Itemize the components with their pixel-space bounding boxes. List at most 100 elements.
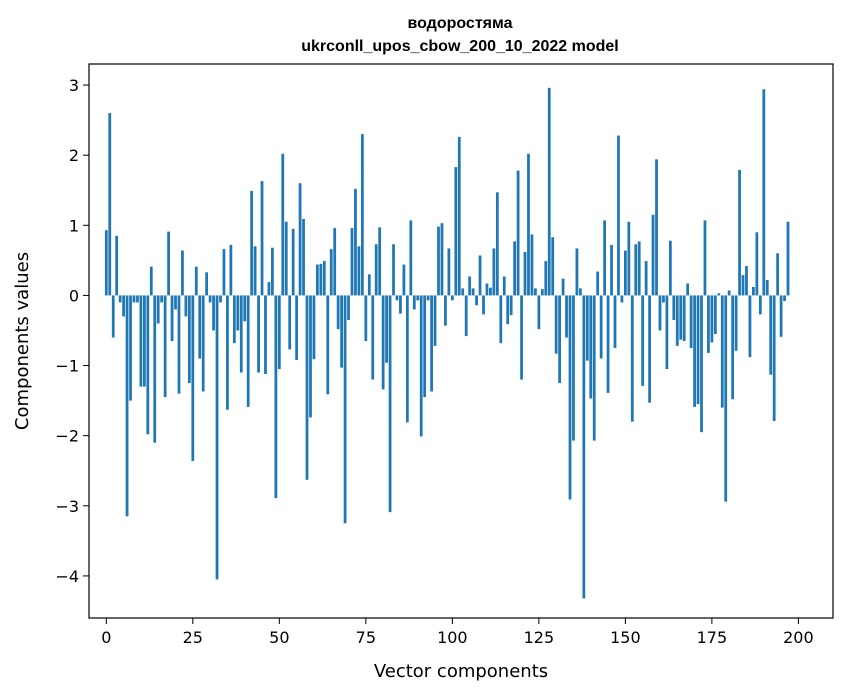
bar-46 xyxy=(264,295,267,374)
bar-11 xyxy=(142,295,146,387)
bar-162 xyxy=(665,295,669,370)
bar-113 xyxy=(495,192,499,296)
bar-23 xyxy=(184,295,188,317)
x-tick-label: 25 xyxy=(183,628,203,647)
plot-area-frame xyxy=(88,63,834,619)
bar-134 xyxy=(568,295,572,500)
bar-21 xyxy=(177,295,181,394)
bar-122 xyxy=(527,153,530,296)
bar-76 xyxy=(367,274,371,296)
bar-136 xyxy=(575,248,579,296)
y-tick-label: −3 xyxy=(55,497,79,516)
x-axis-label: Vector components xyxy=(374,661,548,682)
bar-163 xyxy=(668,240,672,296)
bar-131 xyxy=(558,295,562,384)
bar-111 xyxy=(489,287,492,296)
bar-60 xyxy=(312,295,316,360)
bar-96 xyxy=(437,226,440,296)
bar-61 xyxy=(316,264,319,296)
bar-29 xyxy=(205,272,209,296)
bar-28 xyxy=(201,295,205,392)
bar-62 xyxy=(319,263,323,296)
bar-5 xyxy=(122,295,125,317)
bar-165 xyxy=(675,295,679,346)
bar-3 xyxy=(115,235,119,296)
bar-101 xyxy=(454,167,458,296)
bar-58 xyxy=(305,295,309,480)
bar-80 xyxy=(381,295,385,390)
x-axis-ticks: 0 25 50 75 100 125 150 175 200 xyxy=(101,618,814,647)
bar-49 xyxy=(274,295,278,499)
bar-33 xyxy=(219,295,222,303)
bar-124 xyxy=(534,288,537,296)
bar-160 xyxy=(658,295,662,331)
bar-15 xyxy=(156,295,160,324)
bar-2 xyxy=(111,295,115,338)
bar-100 xyxy=(450,295,454,301)
bar-129 xyxy=(551,237,555,296)
bar-53 xyxy=(288,295,292,350)
bar-177 xyxy=(717,293,721,296)
bar-118 xyxy=(513,241,517,296)
bar-88 xyxy=(409,220,413,296)
bar-141 xyxy=(592,295,596,441)
bar-4 xyxy=(118,295,122,303)
bar-series xyxy=(104,87,790,599)
bar-174 xyxy=(707,295,710,353)
bar-108 xyxy=(478,255,482,296)
bar-55 xyxy=(295,295,299,360)
bar-191 xyxy=(765,279,769,296)
bar-192 xyxy=(769,295,773,375)
bar-91 xyxy=(419,295,423,437)
bar-130 xyxy=(554,295,558,354)
bar-16 xyxy=(160,295,164,303)
bar-22 xyxy=(181,250,184,296)
bar-148 xyxy=(617,135,620,296)
bar-135 xyxy=(572,295,575,441)
bar-132 xyxy=(561,278,565,296)
bar-114 xyxy=(499,295,503,344)
bar-149 xyxy=(620,295,624,303)
bar-34 xyxy=(222,249,226,296)
bar-182 xyxy=(734,295,738,351)
bar-142 xyxy=(596,271,600,296)
bar-103 xyxy=(461,288,465,296)
bar-93 xyxy=(426,295,430,301)
bar-156 xyxy=(644,261,648,296)
bar-197 xyxy=(786,221,790,296)
bar-106 xyxy=(471,288,475,296)
bar-153 xyxy=(634,244,638,296)
bar-31 xyxy=(212,295,215,331)
x-tick-label: 175 xyxy=(697,628,728,647)
bar-25 xyxy=(191,295,195,461)
bar-8 xyxy=(132,295,136,303)
bar-92 xyxy=(423,295,427,398)
bar-127 xyxy=(544,261,548,296)
y-tick-label: −4 xyxy=(55,567,79,586)
bar-140 xyxy=(589,295,593,399)
bar-37 xyxy=(232,295,236,344)
bar-39 xyxy=(239,295,243,373)
bar-6 xyxy=(125,295,129,517)
bar-30 xyxy=(208,295,212,303)
bar-40 xyxy=(243,295,247,322)
bar-65 xyxy=(329,249,333,296)
bar-186 xyxy=(748,295,752,358)
bar-20 xyxy=(174,295,177,310)
bar-190 xyxy=(762,89,766,296)
bar-7 xyxy=(129,295,132,401)
bar-125 xyxy=(537,295,541,330)
bar-52 xyxy=(284,221,288,296)
bar-158 xyxy=(651,214,655,296)
bar-10 xyxy=(139,295,143,387)
bar-35 xyxy=(226,295,229,410)
bar-94 xyxy=(430,295,433,392)
y-axis-ticks: −4 −3 −2 −1 0 1 2 3 xyxy=(55,76,89,586)
bar-143 xyxy=(599,295,603,359)
bar-73 xyxy=(357,246,361,296)
bar-195 xyxy=(779,295,783,337)
bar-194 xyxy=(776,253,780,296)
bar-70 xyxy=(347,295,350,320)
bar-133 xyxy=(565,295,568,338)
x-tick-label: 200 xyxy=(783,628,814,647)
